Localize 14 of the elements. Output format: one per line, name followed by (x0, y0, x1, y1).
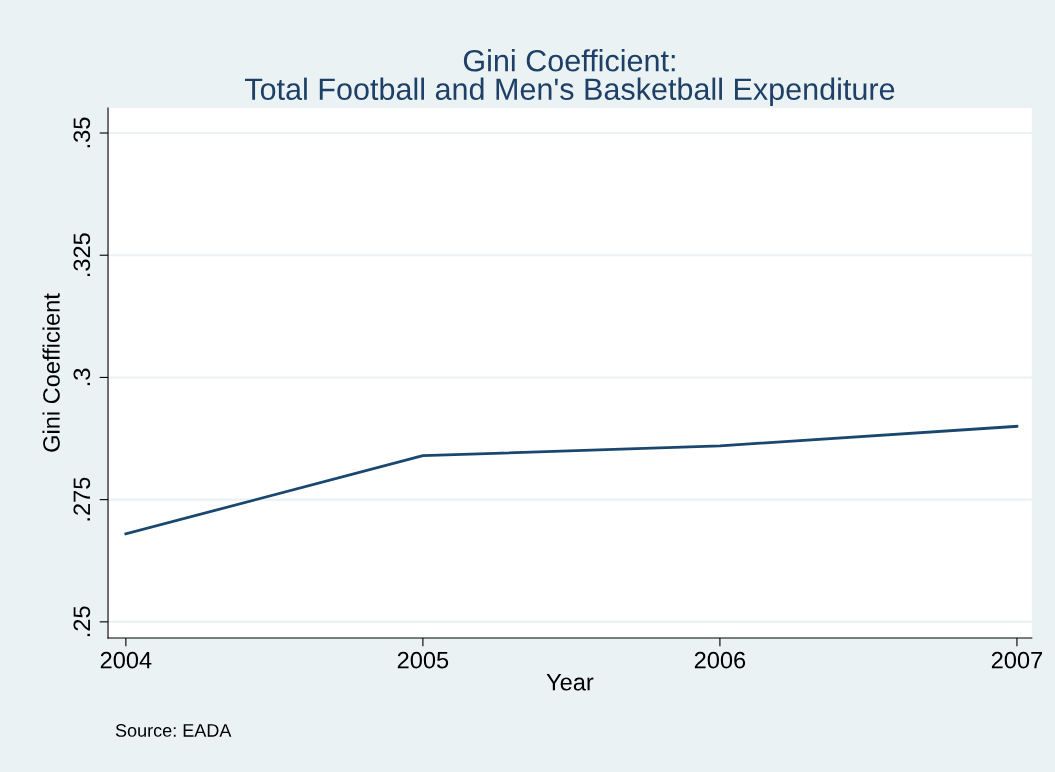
y-tick-label: .3 (73, 368, 91, 386)
y-tick-label: .325 (73, 233, 91, 277)
line-series (124, 424, 1019, 536)
y-axis-title: Gini Coefficient (42, 293, 60, 452)
x-tick-label: 2005 (397, 651, 449, 669)
x-tick-label: 2004 (100, 651, 152, 669)
x-axis-title: Year (546, 674, 594, 691)
y-tick-label: .25 (73, 606, 91, 637)
x-tick-label: 2006 (694, 651, 746, 669)
y-tick-label: .275 (73, 477, 91, 521)
y-tick-label: .35 (73, 117, 91, 148)
chart-title: Gini Coefficient: Total Football and Men's Basketball Expenditure (244, 49, 895, 107)
x-tick-label: 2007 (991, 651, 1043, 669)
source-note: Source: EADA (115, 724, 232, 737)
